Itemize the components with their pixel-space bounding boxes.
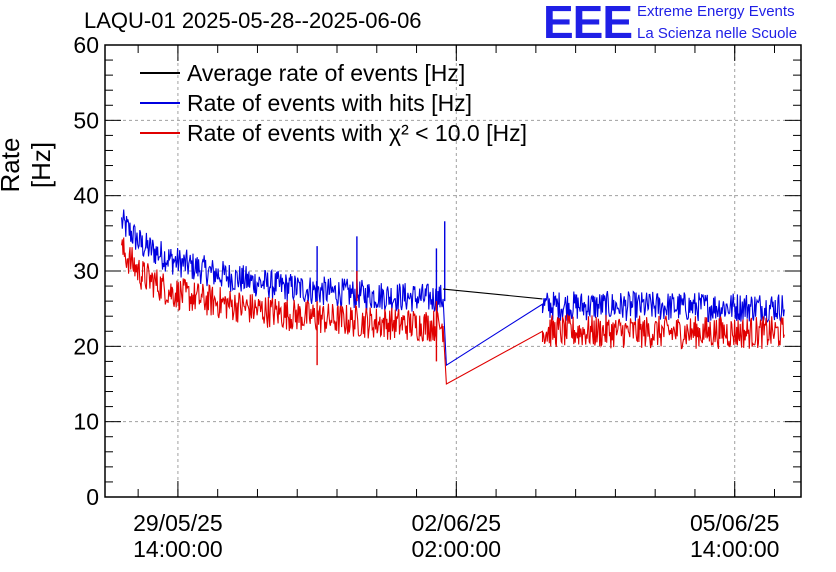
y-tick-label: 20 — [73, 333, 99, 359]
x-tick-date-label: 05/06/25 — [690, 510, 780, 536]
logo-subtitle-line2: La Scienza nelle Scuole — [637, 25, 798, 42]
x-tick-time-label: 02:00:00 — [412, 536, 502, 562]
series-chi2 — [121, 237, 785, 385]
series-line — [121, 237, 785, 385]
y-tick-label: 60 — [73, 32, 99, 58]
series-line — [121, 209, 785, 367]
legend-entry-label: Average rate of events [Hz] — [187, 60, 465, 86]
logo-subtitle-line1: Extreme Energy Events — [637, 3, 795, 20]
y-tick-label: 0 — [86, 484, 99, 510]
legend-entry-label: Rate of events with χ² < 10.0 [Hz] — [187, 120, 527, 146]
legend: Average rate of events [Hz] Rate of event… — [140, 60, 527, 146]
x-tick-date-label: 29/05/25 — [133, 510, 223, 536]
y-tick-label: 30 — [73, 258, 99, 284]
eee-logo: EEE — [543, 0, 633, 48]
x-tick-time-label: 14:00:00 — [690, 536, 780, 562]
y-tick-label: 10 — [73, 409, 99, 435]
series-hits — [121, 209, 785, 367]
y-tick-label: 40 — [73, 183, 99, 209]
x-tick-date-label: 02/06/25 — [412, 510, 502, 536]
x-tick-time-label: 14:00:00 — [133, 536, 223, 562]
grid-lines — [105, 45, 801, 497]
series-average — [443, 288, 543, 300]
chart-title: LAQU-01 2025-05-28--2025-06-06 — [84, 8, 422, 33]
axis-ticks: 010203040506029/05/2514:00:0002/06/2502:… — [73, 32, 801, 562]
legend-entry-label: Rate of events with hits [Hz] — [187, 90, 472, 116]
series-line — [443, 288, 543, 300]
y-tick-label: 50 — [73, 107, 99, 133]
series-group — [121, 209, 785, 385]
